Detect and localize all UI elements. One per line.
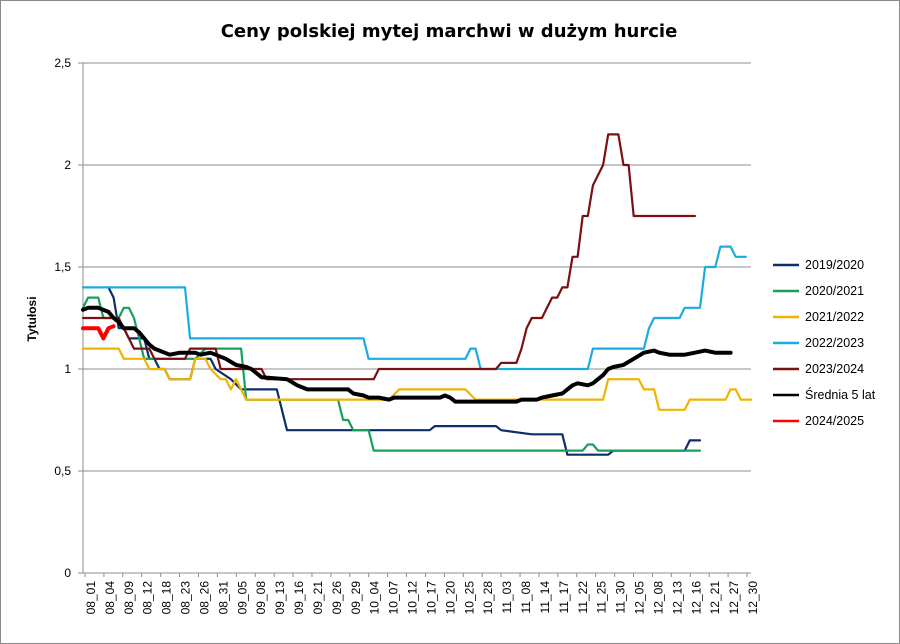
chart-title: Ceny polskiej mytej marchwi w dużym hurc… [221,21,678,42]
x-tick-label: 10_17 [424,581,438,615]
series-line-5 [81,305,733,404]
x-tick-label: 08_18 [160,581,174,615]
x-tick-label: 09_21 [311,581,325,615]
legend-label: 2020/2021 [805,284,864,298]
y-axis-ticks: 0 0,5 1 1,5 2 2,5 [54,56,83,580]
legend-label: 2021/2022 [805,310,864,324]
x-tick-label: 12_13 [670,581,684,615]
series-line-1 [81,296,702,452]
x-tick-label: 11_08 [519,581,533,614]
x-tick-label: 11_14 [538,581,552,614]
x-tick-label: 08_01 [84,581,98,615]
x-tick-label: 11_22 [576,581,590,614]
legend-label: 2022/2023 [805,336,864,350]
x-tick-label: 10_25 [462,581,476,615]
y-tick-label: 1 [64,362,71,376]
y-tick-label: 2,5 [54,56,71,70]
gridlines [83,62,751,472]
x-tick-label: 08_23 [179,581,193,615]
x-tick-label: 08_12 [141,581,155,615]
legend-label: 2024/2025 [805,414,864,428]
axes [82,63,751,574]
x-tick-label: 12_30 [746,581,760,615]
x-tick-label: 09_26 [330,581,344,615]
x-tick-label: 11_03 [500,581,514,614]
y-tick-label: 2 [64,158,71,172]
x-tick-label: 09_05 [235,581,249,615]
x-tick-label: 09_29 [349,581,363,615]
x-tick-label: 10_04 [368,581,382,615]
series-line-2 [81,347,753,411]
y-axis-title: Tytułosi [25,296,39,341]
x-axis-ticks: 08_01 08_04 08_09 08_12 08_18 08_23 08_26 08_31… [84,573,760,614]
x-tick-label: 12_08 [651,581,665,615]
x-tick-label: 12_16 [689,581,703,615]
x-tick-label: 10_07 [387,581,401,615]
x-tick-label: 09_16 [292,581,306,615]
x-tick-label: 12_21 [708,581,722,615]
x-tick-label: 11_17 [557,581,571,614]
legend-label: 2019/2020 [805,258,864,272]
series-line-6 [81,324,116,341]
legend-label: 2023/2024 [805,362,864,376]
y-tick-label: 0 [64,566,71,580]
series-line-0 [107,286,702,456]
x-tick-label: 10_28 [481,581,495,615]
x-tick-label: 10_12 [406,581,420,615]
x-tick-label: 11_30 [614,581,628,614]
x-tick-label: 08_04 [103,581,117,615]
legend: 2019/2020 2020/2021 2021/2022 2022/2023 2023… [773,258,876,428]
x-tick-label: 08_26 [197,581,211,615]
x-tick-label: 10_20 [443,581,457,615]
series-line-4 [81,133,697,381]
x-tick-label: 12_27 [727,581,741,615]
y-tick-label: 1,5 [54,260,71,274]
x-tick-label: 09_13 [273,581,287,615]
legend-label: Średnia 5 lat [805,387,876,402]
x-tick-label: 09_08 [254,581,268,615]
x-tick-label: 08_09 [122,581,136,615]
x-tick-label: 08_31 [216,581,230,615]
x-tick-label: 11_25 [595,581,609,614]
x-tick-label: 12_05 [633,581,647,615]
series-line-3 [81,245,748,371]
series-lines [81,133,753,456]
y-tick-label: 0,5 [54,464,71,478]
